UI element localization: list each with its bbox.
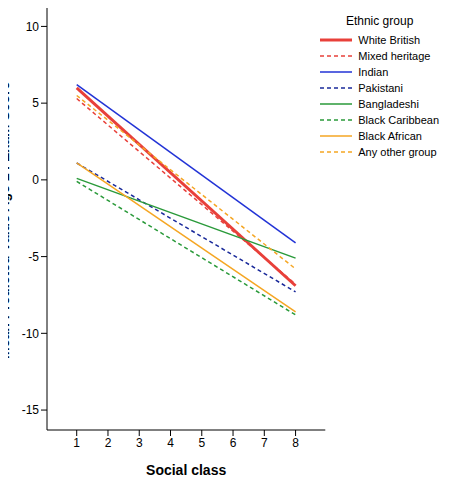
html-text:Mixed heritage: Mixed heritage <box>358 50 431 62</box>
html-text:Indian: Indian <box>358 66 389 78</box>
html-text:Ethnic group: Ethnic group <box>345 14 414 28</box>
html-text:Pakistani: Pakistani <box>358 82 403 94</box>
html-text:Any other group: Any other group <box>358 146 437 158</box>
svg-text:1: 1 <box>73 436 80 450</box>
svg-text:-10: -10 <box>22 327 40 341</box>
svg-text:4: 4 <box>167 436 174 450</box>
svg-text:-5: -5 <box>28 250 39 264</box>
svg-text:0: 0 <box>32 173 39 187</box>
svg-text:8: 8 <box>292 436 299 450</box>
svg-text:5: 5 <box>32 96 39 110</box>
html-text:Black African: Black African <box>358 130 422 142</box>
svg-text:10: 10 <box>26 20 40 34</box>
svg-text:6: 6 <box>230 436 237 450</box>
html-text:Bangladeshi: Bangladeshi <box>358 98 419 110</box>
svg-text:7: 7 <box>261 436 268 450</box>
svg-text:5: 5 <box>198 436 205 450</box>
svg-text:3: 3 <box>136 436 143 450</box>
html-text:White British: White British <box>358 34 420 46</box>
svg-text:-15: -15 <box>22 403 40 417</box>
svg-text:Mean Predicted Value Age 14 Ex: Mean Predicted Value Age 14 Exam Score <box>8 82 12 359</box>
svg-text:2: 2 <box>105 436 112 450</box>
svg-text:Social class: Social class <box>146 462 226 477</box>
html-text:Black Caribbean: Black Caribbean <box>358 114 439 126</box>
